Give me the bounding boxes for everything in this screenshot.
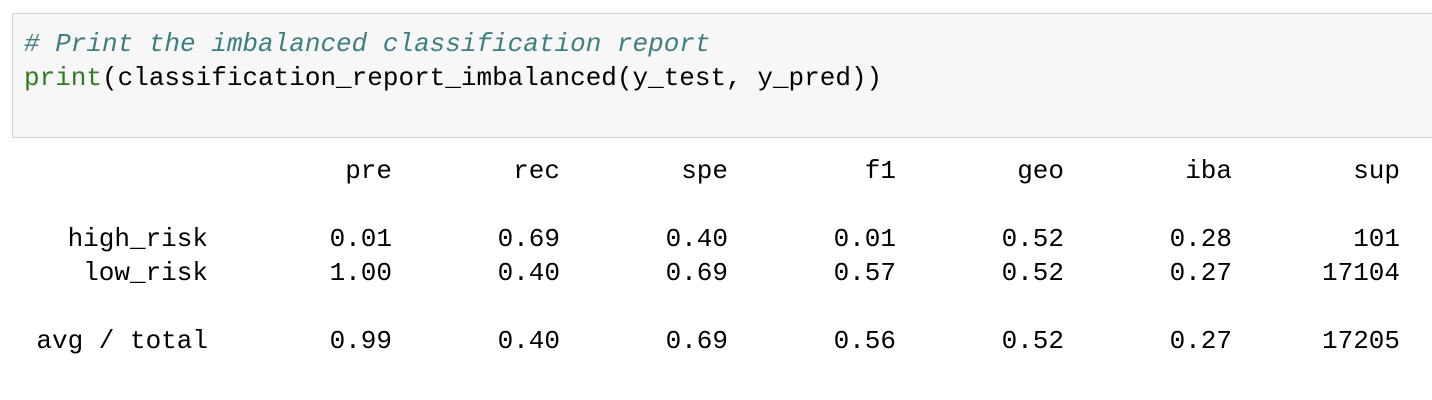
column-header-geo: geo xyxy=(1017,156,1064,186)
cell-spe: 0.69 xyxy=(665,326,728,356)
cell-spe: 0.69 xyxy=(665,258,728,288)
cell-pre: 0.01 xyxy=(329,224,392,254)
cell-iba: 0.28 xyxy=(1169,224,1232,254)
cell-f1: 0.01 xyxy=(833,224,896,254)
column-header-pre: pre xyxy=(345,156,392,186)
cell-geo: 0.52 xyxy=(1001,326,1064,356)
column-header-f1: f1 xyxy=(864,156,896,186)
cell-iba: 0.27 xyxy=(1169,258,1232,288)
report-row-avg-total: avg / total 0.99 0.40 0.69 0.56 0.52 0.2… xyxy=(0,324,1432,358)
cell-pre: 0.99 xyxy=(329,326,392,356)
code-comment-line: # Print the imbalanced classification re… xyxy=(24,27,711,61)
cell-f1: 0.56 xyxy=(833,326,896,356)
cell-f1: 0.57 xyxy=(833,258,896,288)
cell-rec: 0.40 xyxy=(497,326,560,356)
row-label: low_risk xyxy=(83,258,208,288)
cell-iba: 0.27 xyxy=(1169,326,1232,356)
code-print-line: print(classification_report_imbalanced(y… xyxy=(24,61,882,95)
row-label: high_risk xyxy=(67,224,208,254)
cell-geo: 0.52 xyxy=(1001,224,1064,254)
report-row-high-risk: high_risk 0.01 0.69 0.40 0.01 0.52 0.28 … xyxy=(0,222,1432,256)
column-header-sup: sup xyxy=(1353,156,1400,186)
classification-report-output: pre rec spe f1 geo iba sup high_risk 0.0… xyxy=(0,150,1432,400)
cell-rec: 0.69 xyxy=(497,224,560,254)
cell-spe: 0.40 xyxy=(665,224,728,254)
code-call-arguments: (classification_report_imbalanced(y_test… xyxy=(102,63,883,93)
cell-sup: 17104 xyxy=(1321,258,1400,288)
cell-sup: 101 xyxy=(1353,224,1400,254)
cell-geo: 0.52 xyxy=(1001,258,1064,288)
column-header-rec: rec xyxy=(513,156,560,186)
code-builtin-print: print xyxy=(24,63,103,93)
cell-pre: 1.00 xyxy=(329,258,392,288)
column-header-iba: iba xyxy=(1185,156,1232,186)
report-header-row: pre rec spe f1 geo iba sup xyxy=(0,154,1432,188)
code-comment: # Print the imbalanced classification re… xyxy=(24,29,711,59)
cell-sup: 17205 xyxy=(1321,326,1400,356)
code-cell-input[interactable]: # Print the imbalanced classification re… xyxy=(12,13,1432,138)
report-row-low-risk: low_risk 1.00 0.40 0.69 0.57 0.52 0.27 1… xyxy=(0,256,1432,290)
row-label: avg / total xyxy=(36,326,208,356)
column-header-spe: spe xyxy=(681,156,728,186)
cell-rec: 0.40 xyxy=(497,258,560,288)
